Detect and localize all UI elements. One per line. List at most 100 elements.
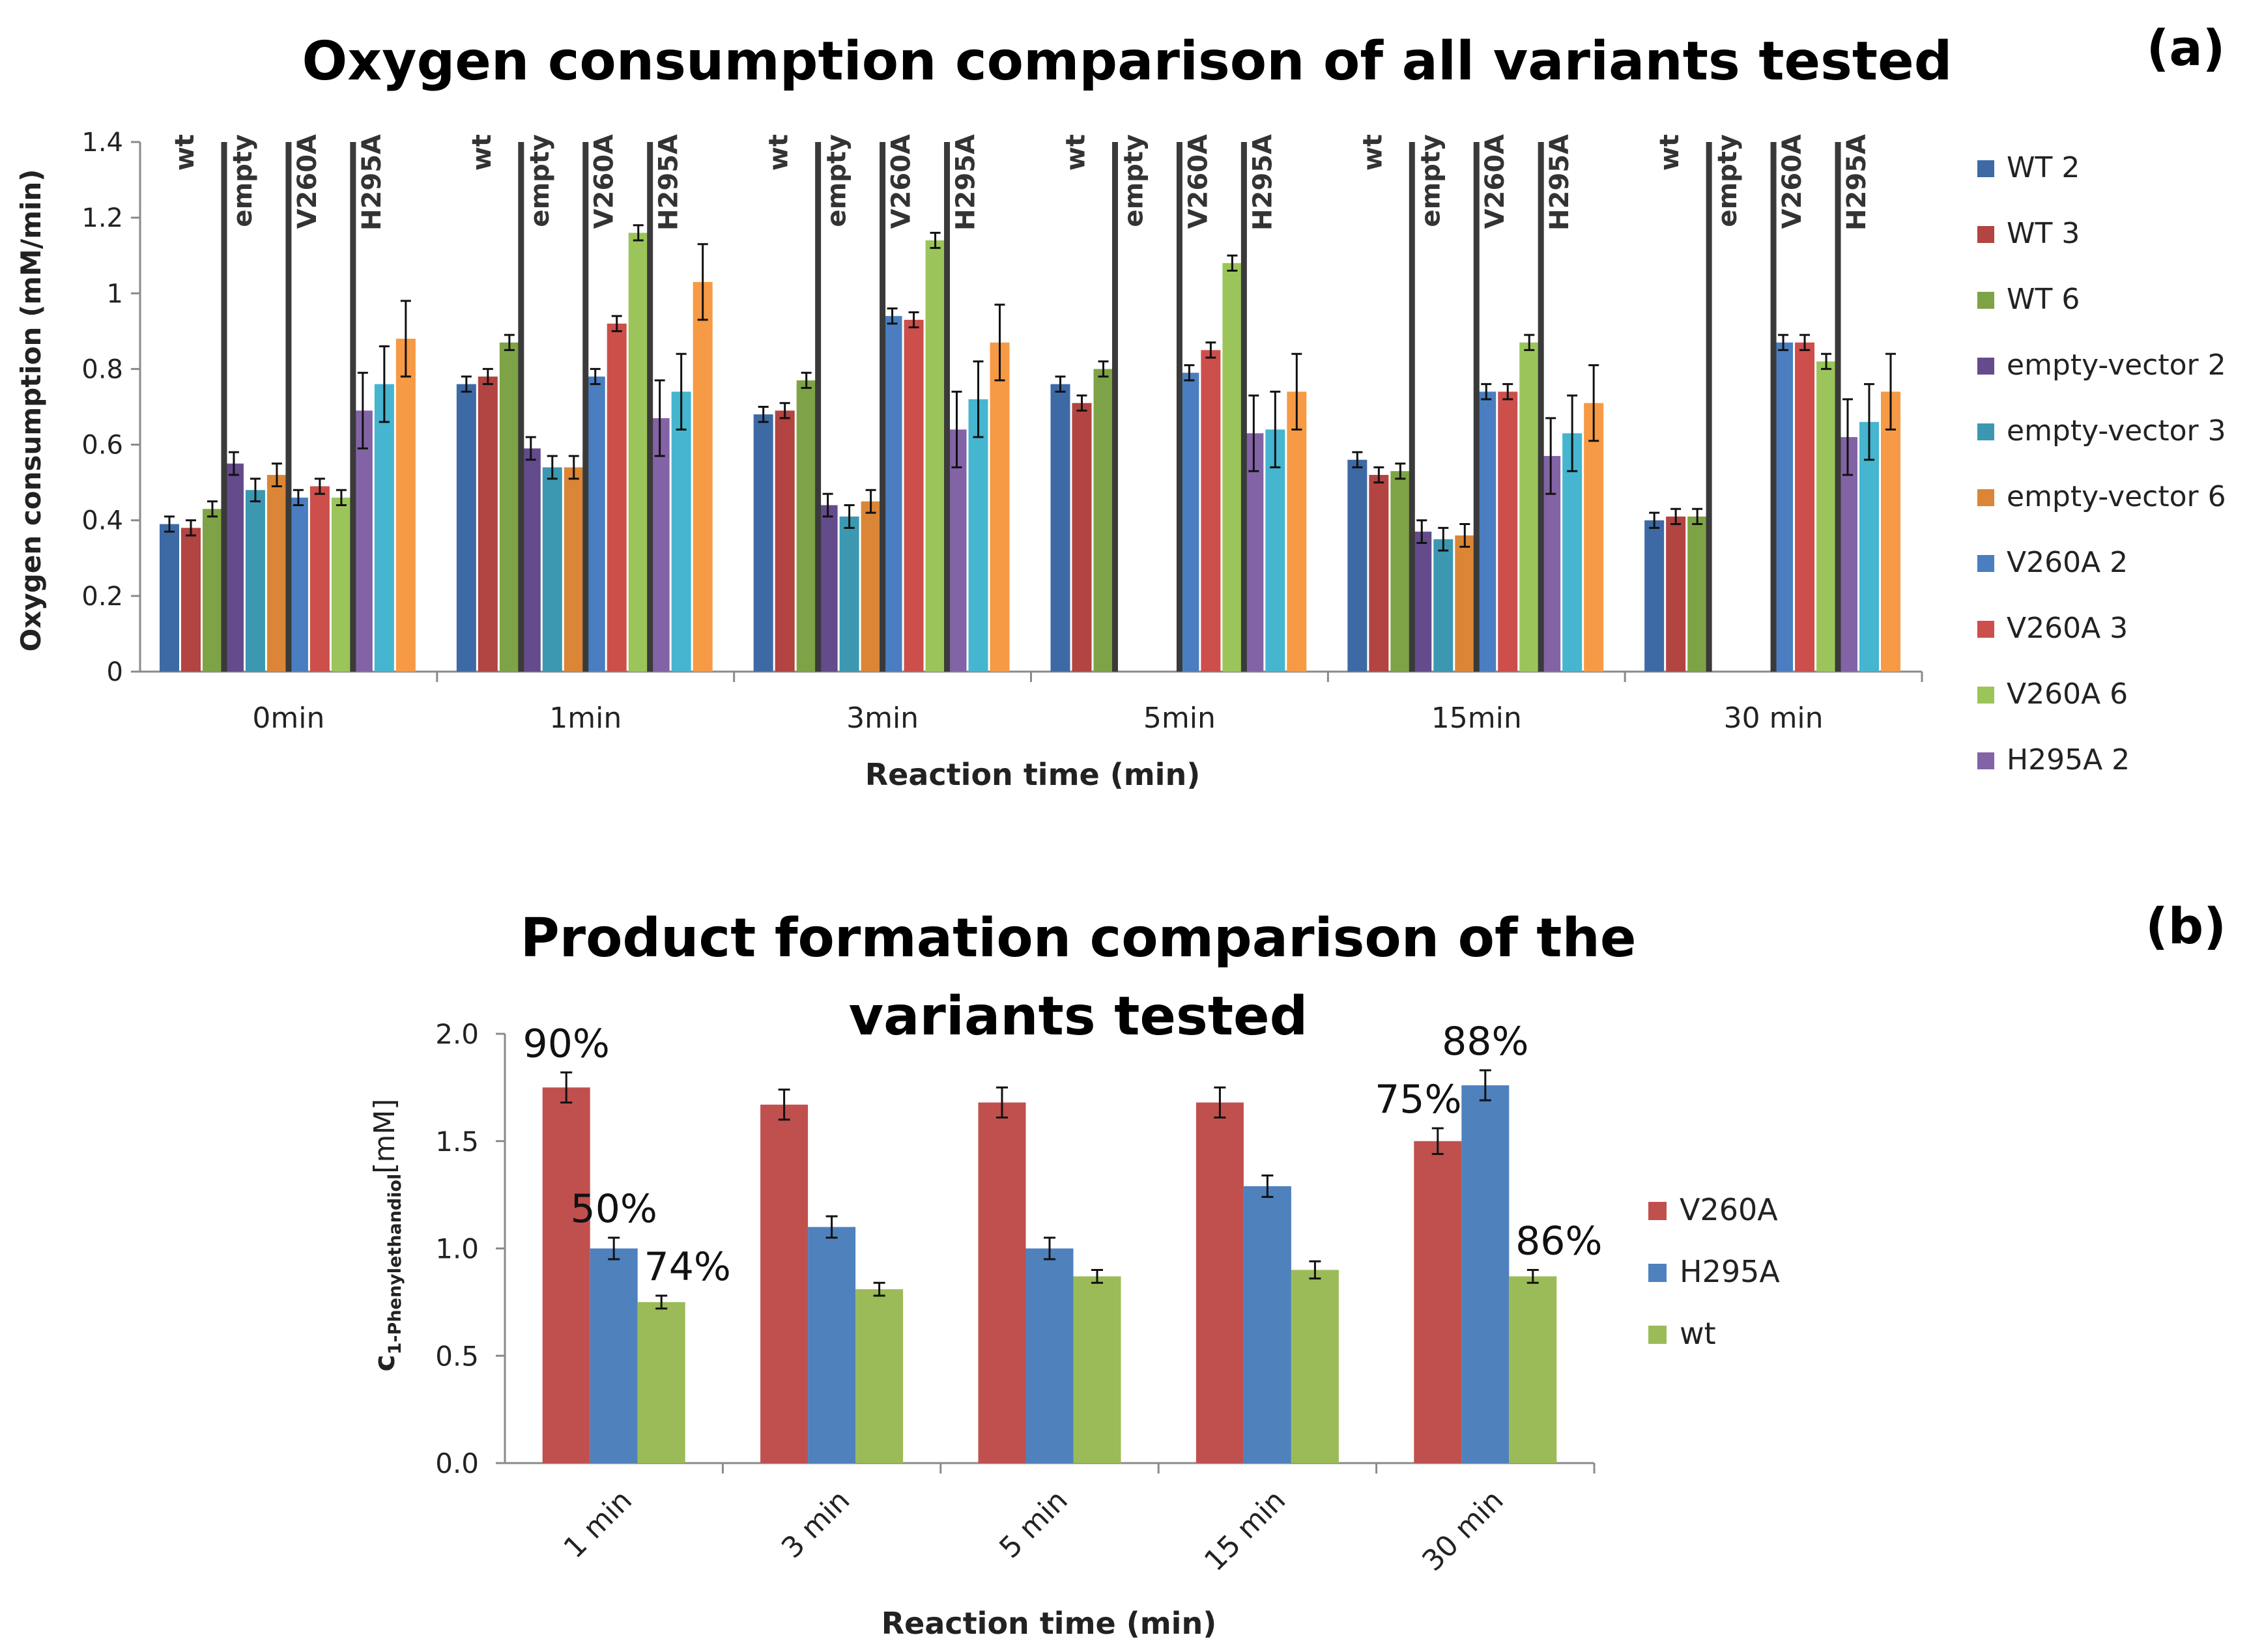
chart-b-y-tick-label: 1.0 xyxy=(435,1233,479,1265)
chart-a-group-label: H295A xyxy=(357,134,387,231)
chart-a-y-tick-label: 0.4 xyxy=(81,506,123,536)
chart-a-ylabel: Oxygen consumption (mM/min) xyxy=(15,169,47,652)
chart-b-legend-label: wt xyxy=(1680,1316,1716,1351)
chart-a-group-label: wt xyxy=(1655,134,1685,171)
chart-a-legend-swatch xyxy=(1977,687,1994,704)
chart-a-legend-label: V260A 6 xyxy=(2007,677,2128,711)
chart-a-group-label: empty xyxy=(822,134,852,227)
chart-a-y-tick-label: 1 xyxy=(107,279,123,309)
chart-b-bar xyxy=(590,1248,638,1463)
chart-b-x-tick-label: 30 min xyxy=(1416,1484,1510,1578)
chart-b-bar xyxy=(1196,1102,1244,1463)
panel-a: Oxygen consumption comparison of all var… xyxy=(15,19,2226,792)
panel-a-label: (a) xyxy=(2147,19,2226,77)
chart-b-bar xyxy=(1291,1270,1339,1463)
chart-a-bar xyxy=(693,281,713,672)
chart-b-title-line-2: variants tested xyxy=(849,986,1308,1047)
chart-a-bar xyxy=(181,528,201,672)
chart-a-bar xyxy=(288,497,308,672)
chart-a-bar xyxy=(352,410,373,672)
chart-a-bar xyxy=(521,448,541,672)
chart-a-legend-label: H295A 2 xyxy=(2007,743,2130,776)
chart-a-legend-swatch xyxy=(1977,160,1994,177)
chart-a-y-tick-label: 0.6 xyxy=(81,431,123,461)
chart-a-bar xyxy=(925,240,945,672)
chart-b-ylabel-unit: [mM] xyxy=(368,1099,401,1174)
chart-b-annotations: 90% 50% 74% 75% 88% 86% xyxy=(523,1019,1603,1290)
chart-a-x-tick-label: 1min xyxy=(549,702,622,735)
chart-a-x-tick-label: 15min xyxy=(1431,702,1522,735)
chart-a-legend-label: empty-vector 6 xyxy=(2007,480,2226,513)
chart-b-legend-label: H295A xyxy=(1680,1254,1780,1289)
chart-a-bar xyxy=(585,377,605,672)
chart-b-xlabel: Reaction time (min) xyxy=(881,1606,1216,1641)
chart-a-legend-label: V260A 3 xyxy=(2007,612,2128,645)
chart-a-bar xyxy=(1476,392,1497,672)
chart-b-legend: V260A H295A wt xyxy=(1648,1192,1780,1351)
chart-b-y-tick-label: 0.5 xyxy=(435,1340,479,1372)
chart-a-bar xyxy=(1222,263,1242,672)
chart-a-bar xyxy=(309,486,330,672)
chart-a-bar xyxy=(160,524,179,672)
chart-a-bar xyxy=(671,392,691,672)
chart-a-legend-label: empty-vector 3 xyxy=(2007,414,2226,448)
chart-a-bar xyxy=(753,414,773,672)
chart-a-legend-swatch xyxy=(1977,358,1994,375)
chart-a-y-tick-label: 0 xyxy=(107,657,123,687)
chart-b-legend-swatch xyxy=(1648,1264,1667,1282)
chart-b-percent-label: 50% xyxy=(571,1186,657,1232)
chart-b-bar xyxy=(1025,1248,1074,1463)
chart-b-x-tick-label: 5 min xyxy=(993,1484,1074,1565)
chart-a-y-tick-label: 0.2 xyxy=(81,582,123,612)
chart-a-legend-swatch xyxy=(1977,489,1994,506)
chart-a-bar xyxy=(1050,384,1070,672)
chart-a-group-label: H295A xyxy=(654,134,684,231)
chart-b-bars xyxy=(542,1069,1557,1463)
chart-a-bar xyxy=(1881,392,1900,672)
chart-a-legend-swatch xyxy=(1977,621,1994,638)
chart-a-group-label: wt xyxy=(1061,134,1091,171)
chart-b-bar xyxy=(1243,1186,1291,1463)
chart-a-legend-swatch xyxy=(1977,423,1994,440)
chart-a-group-label: empty xyxy=(228,134,258,227)
chart-a-legend-label: WT 2 xyxy=(2007,151,2080,184)
chart-a-x-tick-label: 5min xyxy=(1143,702,1216,735)
chart-a-group-label: wt xyxy=(764,134,794,171)
chart-a-group-label: V260A xyxy=(293,134,322,229)
chart-a-bar xyxy=(266,475,287,672)
chart-a-xlabel: Reaction time (min) xyxy=(865,757,1200,792)
chart-a-bar xyxy=(1859,421,1879,672)
chart-b-bar xyxy=(760,1104,809,1463)
chart-b-y-tick-label: 2.0 xyxy=(435,1018,479,1050)
chart-a-group-label: H295A xyxy=(1842,134,1872,231)
chart-a-x-tick-label: 3min xyxy=(846,702,919,735)
chart-a-bar xyxy=(499,342,519,672)
chart-b-y-tick-label: 0.0 xyxy=(435,1447,479,1479)
chart-a-legend-swatch xyxy=(1977,555,1994,572)
chart-a-group-label: wt xyxy=(170,134,200,171)
chart-a-bar xyxy=(1795,342,1815,672)
chart-b-x-tick-label: 1 min xyxy=(558,1484,638,1565)
chart-a-bar xyxy=(607,323,627,672)
chart-b-bar xyxy=(637,1302,685,1463)
chart-a-bar xyxy=(796,380,816,672)
chart-a-bar xyxy=(1093,369,1113,672)
chart-b-bar xyxy=(1509,1276,1557,1463)
chart-b-percent-label: 86% xyxy=(1515,1218,1602,1264)
chart-a-legend-swatch xyxy=(1977,292,1994,309)
chart-b-bar xyxy=(1461,1085,1510,1463)
chart-a-bar xyxy=(331,497,351,672)
chart-a-bar xyxy=(1433,539,1454,672)
chart-b-ylabel: c1-Phenylethandiol[mM] xyxy=(368,1099,405,1372)
chart-b-percent-label: 90% xyxy=(523,1021,610,1066)
chart-b-bar xyxy=(1414,1141,1462,1463)
chart-b-y-tick-label: 1.5 xyxy=(435,1126,479,1158)
chart-a-bar xyxy=(1519,342,1540,672)
chart-a-bar xyxy=(456,384,476,672)
chart-b-legend-label: V260A xyxy=(1680,1192,1778,1227)
chart-a-y-tick-label: 1.4 xyxy=(81,128,123,158)
chart-a-group-label: V260A xyxy=(1480,134,1510,229)
chart-a-bar xyxy=(1072,403,1092,672)
chart-a-group-label: V260A xyxy=(1777,134,1807,229)
chart-a-bar xyxy=(882,316,902,672)
